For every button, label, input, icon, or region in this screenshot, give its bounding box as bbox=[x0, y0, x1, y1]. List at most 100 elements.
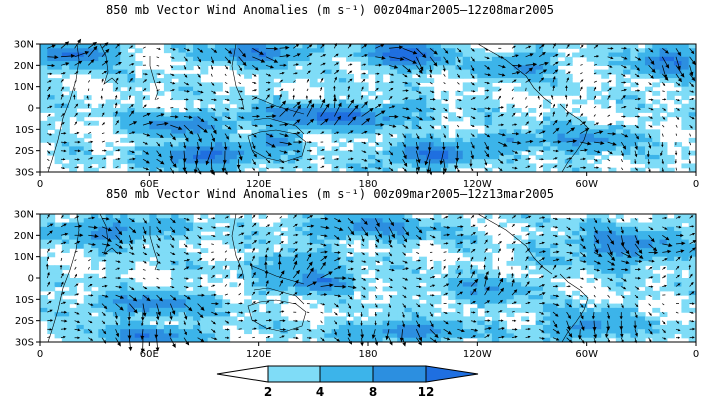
shade-cell bbox=[666, 90, 675, 96]
shade-cell bbox=[127, 116, 136, 122]
shade-cell bbox=[637, 333, 646, 339]
shade-cell bbox=[287, 48, 296, 54]
shade-cell bbox=[484, 235, 493, 241]
wind-vector bbox=[457, 82, 460, 85]
wind-vector bbox=[498, 158, 504, 164]
shade-cell bbox=[91, 290, 99, 296]
shade-cell bbox=[331, 269, 340, 275]
shade-cell bbox=[572, 324, 580, 330]
shade-cell bbox=[61, 265, 70, 271]
shade-cell bbox=[630, 265, 639, 271]
shade-cell bbox=[630, 150, 639, 156]
shade-cell bbox=[433, 116, 442, 122]
shade-cell bbox=[134, 78, 143, 83]
wind-vector bbox=[484, 65, 491, 70]
shade-cell bbox=[375, 265, 384, 271]
shade-cell bbox=[521, 133, 529, 139]
shade-cell bbox=[484, 307, 493, 313]
shade-cell bbox=[550, 133, 559, 139]
shade-cell bbox=[251, 260, 260, 266]
shade-cell bbox=[484, 150, 493, 156]
shade-cell bbox=[273, 312, 282, 317]
shade-cell bbox=[40, 108, 48, 113]
shade-cell bbox=[61, 337, 70, 342]
shade-cell bbox=[630, 146, 639, 152]
shade-cell bbox=[368, 218, 376, 224]
shade-cell bbox=[506, 69, 515, 75]
shade-cell bbox=[156, 307, 165, 313]
shade-cell bbox=[185, 125, 194, 130]
shade-cell bbox=[615, 282, 624, 288]
shade-cell bbox=[287, 120, 296, 126]
shade-cell bbox=[389, 48, 398, 54]
shade-cell bbox=[185, 78, 194, 83]
shade-cell bbox=[535, 239, 544, 245]
shade-cell bbox=[127, 282, 136, 288]
shade-cell bbox=[280, 56, 289, 62]
wind-vector bbox=[306, 53, 313, 58]
shade-cell bbox=[659, 252, 668, 258]
shade-cell bbox=[360, 99, 369, 105]
shade-cell bbox=[353, 235, 362, 241]
shade-cell bbox=[54, 290, 63, 296]
shade-cell bbox=[273, 69, 282, 75]
wind-vector bbox=[170, 98, 174, 100]
shade-cell bbox=[338, 69, 347, 75]
shade-cell bbox=[346, 282, 355, 288]
wind-vector bbox=[183, 115, 193, 119]
shade-cell bbox=[251, 256, 260, 262]
shade-cell bbox=[615, 61, 624, 66]
shade-cell bbox=[608, 316, 617, 322]
shade-cell bbox=[324, 286, 333, 292]
shade-cell bbox=[440, 333, 449, 339]
shade-cell bbox=[419, 44, 427, 49]
shade-cell bbox=[623, 320, 631, 326]
shade-cell bbox=[623, 265, 631, 271]
shade-cell bbox=[644, 108, 653, 113]
shade-cell bbox=[382, 86, 391, 92]
shade-cell bbox=[462, 56, 471, 62]
shade-cell bbox=[156, 299, 165, 305]
wind-vector bbox=[539, 130, 546, 134]
shade-cell bbox=[681, 243, 690, 249]
shade-cell bbox=[273, 239, 282, 245]
shade-cell bbox=[397, 78, 406, 83]
wind-vector bbox=[456, 133, 459, 138]
shade-cell bbox=[156, 125, 165, 130]
shade-cell bbox=[40, 273, 48, 279]
shade-cell bbox=[214, 167, 223, 172]
shade-cell bbox=[593, 269, 602, 275]
shade-cell bbox=[593, 273, 602, 279]
shade-cell bbox=[397, 278, 406, 283]
shade-cell bbox=[207, 222, 216, 228]
shade-cell bbox=[382, 231, 391, 236]
shade-cell bbox=[163, 260, 172, 266]
shade-cell bbox=[572, 248, 580, 253]
shade-cell bbox=[214, 316, 223, 322]
shade-cell bbox=[382, 65, 391, 71]
shade-cell bbox=[579, 239, 588, 245]
shade-cell bbox=[397, 103, 406, 109]
wind-vector bbox=[416, 97, 423, 101]
shade-cell bbox=[346, 154, 355, 160]
shade-cell bbox=[98, 282, 107, 288]
wind-vector bbox=[388, 167, 394, 172]
shade-cell bbox=[535, 154, 544, 160]
shade-cell bbox=[572, 90, 580, 96]
shade-cell bbox=[637, 90, 646, 96]
wind-vector bbox=[114, 102, 118, 109]
wind-vector bbox=[170, 133, 176, 141]
shade-cell bbox=[586, 307, 595, 313]
shade-cell bbox=[615, 329, 624, 335]
wind-vector bbox=[334, 166, 339, 169]
shade-cell bbox=[448, 69, 457, 75]
wind-vector bbox=[470, 107, 477, 111]
shade-cell bbox=[448, 273, 457, 279]
shade-cell bbox=[280, 278, 289, 283]
wind-vector bbox=[470, 56, 475, 62]
shade-cell bbox=[178, 265, 187, 271]
shade-cell bbox=[579, 316, 588, 322]
shade-cell bbox=[630, 103, 639, 109]
shade-cell bbox=[586, 256, 595, 262]
shade-cell bbox=[666, 44, 675, 49]
